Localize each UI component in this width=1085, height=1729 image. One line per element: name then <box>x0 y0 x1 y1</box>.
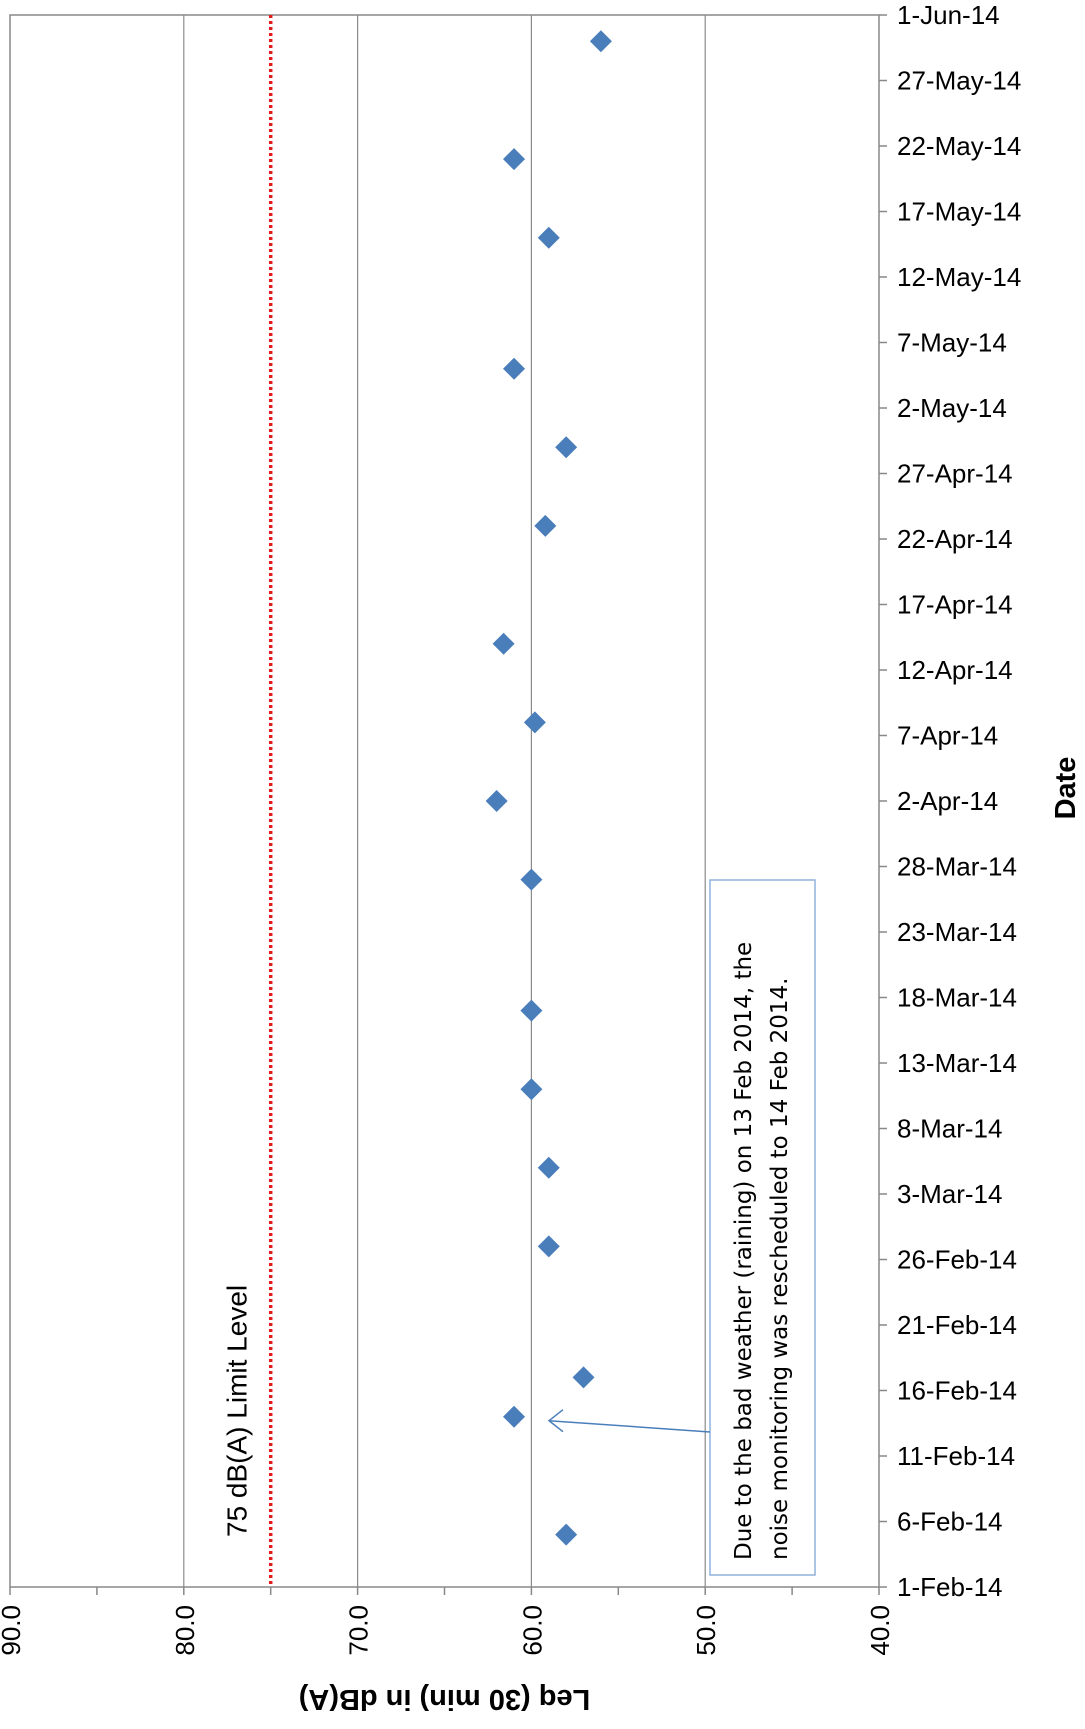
data-points <box>485 30 612 1546</box>
date-tick-label: 7-Apr-14 <box>897 721 998 751</box>
date-tick-label: 21-Feb-14 <box>897 1310 1017 1340</box>
date-tick-label: 22-Apr-14 <box>897 524 1013 554</box>
date-tick-labels: 1-Feb-14 6-Feb-14 11-Feb-14 16-Feb-14 21-Feb… <box>897 0 1021 1602</box>
data-point <box>503 1405 526 1428</box>
date-tick-label: 27-May-14 <box>897 66 1021 96</box>
annotation-callout: Due to the bad weather (raining) on 13 F… <box>547 879 816 1576</box>
data-point <box>534 514 557 537</box>
value-tick-label: 40.0 <box>865 1605 895 1656</box>
annotation-arrow <box>548 1419 711 1433</box>
date-tick-label: 8-Mar-14 <box>897 1114 1002 1144</box>
annotation-arrowhead <box>547 1409 564 1433</box>
data-point <box>492 632 515 655</box>
date-tick-label: 1-Jun-14 <box>897 0 1000 30</box>
data-point <box>537 1156 560 1179</box>
date-tick-label: 17-Apr-14 <box>897 590 1013 620</box>
limit-line-label: 75 dB(A) Limit Level <box>222 1285 253 1537</box>
data-point <box>520 999 543 1022</box>
date-tick-label: 1-Feb-14 <box>897 1572 1003 1602</box>
date-tick-label: 2-Apr-14 <box>897 786 998 816</box>
data-point <box>520 1078 543 1101</box>
value-tick-label: 90.0 <box>0 1605 26 1656</box>
annotation-line-2: noise monitoring was rescheduled to 14 F… <box>767 978 793 1561</box>
date-tick-label: 26-Feb-14 <box>897 1245 1017 1275</box>
value-tick-label: 70.0 <box>344 1605 374 1656</box>
date-tick-label: 27-Apr-14 <box>897 459 1013 489</box>
data-point <box>503 357 526 380</box>
date-tick-label: 23-Mar-14 <box>897 917 1017 947</box>
data-point <box>555 1523 578 1546</box>
data-point <box>485 790 508 812</box>
date-tick-label: 16-Feb-14 <box>897 1376 1017 1406</box>
date-tick-label: 28-Mar-14 <box>897 852 1017 882</box>
date-tick-label: 3-Mar-14 <box>897 1179 1002 1209</box>
date-tick-label: 12-May-14 <box>897 262 1021 292</box>
limit-line-group: 75 dB(A) Limit Level <box>222 15 273 1587</box>
date-tick-label: 17-May-14 <box>897 197 1021 227</box>
y-axis-title: Leq (30 min) in dB(A) <box>299 1683 591 1715</box>
value-tick-labels: 40.0 50.0 60.0 70.0 80.0 90.0 <box>0 1605 895 1656</box>
y-gridlines <box>183 15 706 1587</box>
date-tick-label: 12-Apr-14 <box>897 655 1013 685</box>
date-tick-label: 7-May-14 <box>897 328 1007 358</box>
value-tick-label: 60.0 <box>517 1605 547 1656</box>
annotation-line-1: Due to the bad weather (raining) on 13 F… <box>731 942 757 1560</box>
data-point <box>503 148 526 171</box>
annotation-box <box>709 879 816 1576</box>
data-point <box>589 30 612 53</box>
data-point <box>523 711 546 734</box>
value-tick-label: 50.0 <box>691 1605 721 1656</box>
date-tick-label: 2-May-14 <box>897 393 1007 423</box>
axis-ticks <box>9 14 887 1595</box>
data-point <box>537 226 560 249</box>
date-tick-label: 18-Mar-14 <box>897 983 1017 1013</box>
data-point <box>520 868 543 891</box>
date-tick-label: 13-Mar-14 <box>897 1048 1017 1078</box>
x-axis-title: Date <box>1050 757 1082 820</box>
data-point <box>572 1366 595 1389</box>
value-tick-label: 80.0 <box>170 1605 200 1656</box>
date-tick-label: 11-Feb-14 <box>897 1441 1015 1471</box>
date-tick-label: 6-Feb-14 <box>897 1507 1003 1537</box>
data-point <box>537 1235 560 1258</box>
data-point <box>555 436 578 459</box>
date-tick-label: 22-May-14 <box>897 131 1021 161</box>
